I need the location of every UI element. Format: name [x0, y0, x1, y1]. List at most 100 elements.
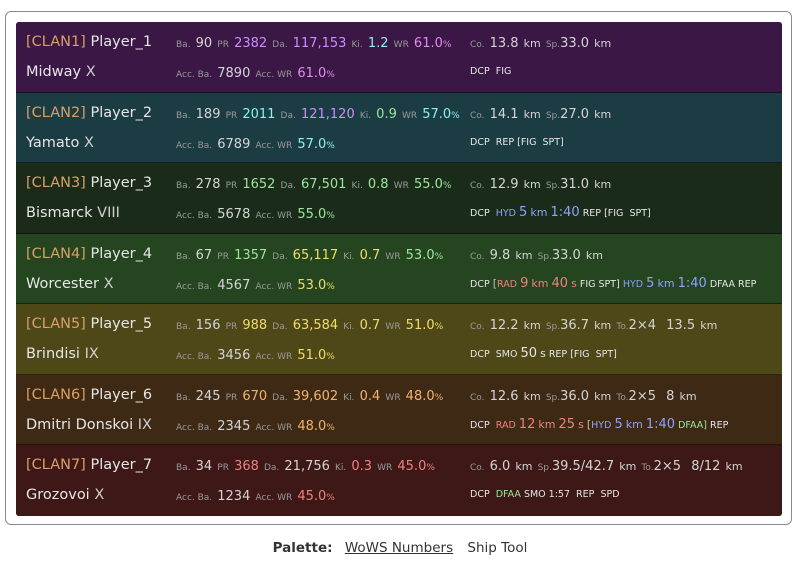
clan-tag: [CLAN5]	[26, 316, 86, 333]
acc-wr-value: 61.0%	[297, 66, 335, 81]
damage-value: 67,501	[300, 177, 347, 193]
pr-value: 2011	[242, 106, 276, 122]
player-name[interactable]: Player_4	[90, 245, 153, 262]
damage-value: 117,153	[292, 36, 347, 51]
player-stats: Ba. 189 PR 2011 Da. 121,120 Ki. 0.9 WR 5…	[176, 106, 460, 122]
ship-name: Yamato	[26, 134, 80, 151]
player-name[interactable]: Player_5	[90, 316, 153, 333]
consumables: DCP DFAA SMO 1:57 REP SPD	[470, 489, 620, 501]
battles-value: 189	[195, 106, 221, 122]
hydro-consumable: HYD 5 km 1:40	[495, 205, 580, 221]
player-name[interactable]: Player_7	[90, 457, 153, 474]
radar-consumable: RAD 12 km 25 s	[495, 416, 584, 432]
clan-tag: [CLAN1]	[26, 34, 86, 50]
ship-stats: Co. 14.1 km Sp.27.0 km	[470, 106, 612, 122]
consumables: DCP SMO 50 s REP [FIG SPT]	[470, 346, 617, 362]
wows-numbers-link[interactable]: WoWS Numbers	[344, 540, 454, 556]
player-name[interactable]: Player_2	[90, 104, 153, 121]
player-name[interactable]: Player_6	[90, 386, 153, 403]
acc-battles-value: 5678	[217, 207, 251, 223]
account-stats: Acc. Ba. 4567 Acc. WR 53.0%	[176, 277, 335, 293]
consumable: [FIG	[517, 136, 537, 148]
ship-name: Dmitri Donskoi	[26, 416, 134, 433]
consumable: DCP	[470, 136, 490, 148]
pr-value: 988	[242, 318, 268, 334]
player-stats: Ba. 34 PR 368 Da. 21,756 Ki. 0.3 WR 45.0…	[176, 459, 435, 475]
acc-battles-value: 4567	[217, 277, 251, 293]
player-row: [CLAN5] Player_5 Brindisi IX Ba. 156 PR …	[16, 304, 782, 375]
pr-value: 1652	[242, 177, 276, 193]
player-stats: Ba. 67 PR 1357 Da. 65,117 Ki. 0.7 WR 53.…	[176, 247, 444, 263]
ship-tier: X	[85, 64, 96, 80]
clan-tag: [CLAN6]	[26, 386, 86, 403]
player-row: [CLAN7] Player_7 Grozovoi X Ba. 34 PR 36…	[16, 445, 782, 516]
hydro-consumable: HYD 5 km 1:40	[591, 416, 676, 432]
ship-tier: VIII	[97, 205, 120, 222]
palette-label: Palette:	[272, 540, 333, 556]
kills-value: 0.3	[351, 459, 373, 475]
account-stats: Acc. Ba. 1234 Acc. WR 45.0%	[176, 489, 335, 505]
clan-tag: [CLAN7]	[26, 457, 86, 474]
kills-value: 0.7	[359, 247, 381, 263]
consumable: FIG	[495, 66, 512, 77]
player-stats: Ba. 90 PR 2382 Da. 117,153 Ki. 1.2 WR 61…	[176, 36, 452, 51]
wr-value: 61.0%	[413, 36, 452, 51]
kills-value: 1.2	[367, 36, 389, 51]
player-name[interactable]: Player_3	[90, 175, 153, 192]
acc-wr-value: 57.0%	[297, 136, 335, 152]
acc-battles-value: 1234	[217, 489, 251, 505]
consumable: SPT]	[542, 136, 564, 148]
player-row: [CLAN3] Player_3 Bismarck VIII Ba. 278 P…	[16, 163, 782, 234]
damage-value: 39,602	[292, 388, 339, 404]
kills-value: 0.8	[367, 177, 389, 193]
acc-wr-value: 51.0%	[297, 348, 335, 364]
consumable: REP	[495, 136, 515, 148]
consumable: DCP	[470, 66, 490, 77]
ship-stats: Co. 12.9 km Sp.31.0 km	[470, 177, 612, 193]
ship-tier: IX	[84, 346, 99, 363]
account-stats: Acc. Ba. 5678 Acc. WR 55.0%	[176, 207, 335, 223]
wr-value: 57.0%	[422, 106, 460, 122]
acc-battles-value: 7890	[217, 66, 251, 81]
wr-value: 48.0%	[405, 388, 444, 404]
ship-stats: Co. 13.8 km Sp.33.0 km	[470, 36, 612, 51]
radar-consumable: RAD 9 km 40 s	[497, 275, 577, 291]
ship-name: Brindisi	[26, 346, 80, 363]
clan-tag: [CLAN2]	[26, 104, 86, 121]
acc-battles-value: 3456	[217, 348, 251, 364]
smoke-consumable: SMO 50 s	[495, 346, 546, 362]
ship-tool-link[interactable]: Ship Tool	[467, 540, 528, 556]
account-stats: Acc. Ba. 3456 Acc. WR 51.0%	[176, 348, 335, 364]
acc-wr-value: 55.0%	[297, 207, 335, 223]
wr-value: 45.0%	[397, 459, 435, 475]
clan-tag: [CLAN4]	[26, 245, 86, 262]
ship-tier: IX	[137, 416, 152, 433]
battles-value: 90	[195, 36, 213, 51]
ship-name: Worcester	[26, 275, 100, 292]
player-row: [CLAN1] Player_1 Midway X Ba. 90 PR 2382…	[16, 22, 782, 93]
ship-stats: Co. 12.2 km Sp.36.7 km To.2×4 13.5 km	[470, 318, 718, 334]
wr-value: 51.0%	[405, 318, 444, 334]
account-stats: Acc. Ba. 2345 Acc. WR 48.0%	[176, 418, 335, 434]
acc-wr-value: 45.0%	[297, 489, 335, 505]
account-stats: Acc. Ba. 7890 Acc. WR 61.0%	[176, 66, 335, 81]
kills-value: 0.4	[359, 388, 381, 404]
clan-tag: [CLAN3]	[26, 175, 86, 192]
player-row: [CLAN4] Player_4 Worcester X Ba. 67 PR 1…	[16, 233, 782, 305]
consumables: DCP HYD 5 km 1:40 REP [FIG SPT]	[470, 205, 651, 221]
pr-value: 368	[234, 459, 259, 475]
ship-tier: X	[83, 134, 94, 151]
consumables: DCP FIG	[470, 62, 511, 82]
kills-value: 0.9	[376, 106, 397, 122]
acc-wr-value: 53.0%	[297, 277, 335, 293]
ship-name: Midway	[26, 64, 82, 80]
pr-value: 670	[242, 388, 268, 404]
acc-battles-value: 6789	[217, 136, 251, 152]
battles-value: 156	[195, 318, 221, 334]
damage-value: 63,584	[292, 318, 339, 334]
ship-tier: X	[103, 275, 114, 292]
player-name[interactable]: Player_1	[90, 34, 153, 50]
consumables: DCP RAD 12 km 25 s [HYD 5 km 1:40 DFAA] …	[470, 416, 729, 432]
ship-stats: Co. 9.8 km Sp.33.0 km	[470, 247, 603, 263]
pr-value: 2382	[234, 36, 268, 51]
